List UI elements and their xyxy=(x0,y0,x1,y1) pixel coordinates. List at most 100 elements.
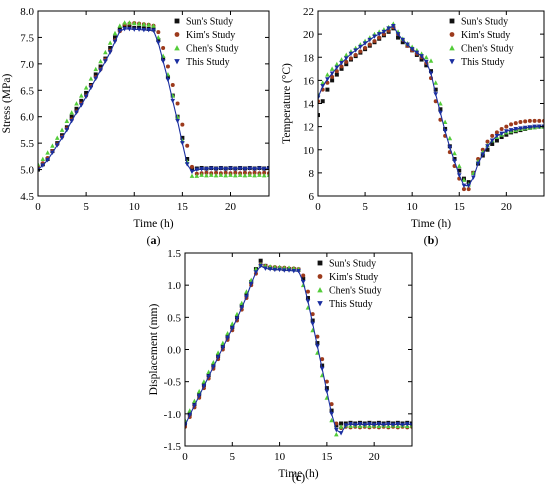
data-point xyxy=(404,422,410,427)
data-point xyxy=(229,321,235,326)
data-point xyxy=(480,152,486,157)
data-point xyxy=(438,107,443,112)
legend-marker xyxy=(317,287,323,293)
data-point xyxy=(504,124,509,129)
data-point xyxy=(319,366,325,372)
data-point xyxy=(192,403,197,408)
data-point xyxy=(213,172,219,178)
data-point xyxy=(220,340,226,346)
data-point xyxy=(59,135,65,141)
data-point xyxy=(428,58,434,63)
y-tick-label: 5.5 xyxy=(20,138,34,150)
data-point xyxy=(423,59,429,65)
data-point xyxy=(527,125,533,130)
data-point xyxy=(339,61,344,66)
data-point xyxy=(204,170,209,175)
data-point xyxy=(266,172,269,177)
data-point xyxy=(334,421,339,426)
data-point xyxy=(324,386,329,391)
data-point xyxy=(117,29,123,34)
data-point xyxy=(220,345,226,350)
legend-marker xyxy=(449,32,455,37)
data-point xyxy=(343,423,349,428)
data-point xyxy=(252,167,257,172)
data-point xyxy=(248,281,254,287)
data-point xyxy=(185,417,188,423)
data-point xyxy=(189,169,195,175)
data-point xyxy=(215,350,221,355)
data-point xyxy=(272,267,278,273)
legend-label: Chen's Study xyxy=(329,286,382,297)
data-point xyxy=(310,312,315,317)
legend-item: Kim's Study xyxy=(174,30,235,41)
data-point xyxy=(242,170,247,175)
data-point xyxy=(79,103,84,108)
series-this-study xyxy=(38,26,269,175)
data-point xyxy=(381,422,386,428)
y-tick-label: -0.5 xyxy=(164,377,182,389)
y-tick-label: 5.0 xyxy=(20,165,34,177)
data-point xyxy=(536,124,542,130)
data-point xyxy=(325,72,330,77)
data-point xyxy=(334,72,339,77)
data-point xyxy=(428,71,434,76)
data-point xyxy=(286,268,292,273)
data-point xyxy=(258,258,263,263)
data-point xyxy=(372,39,377,44)
data-point xyxy=(74,110,79,115)
data-point xyxy=(83,85,89,90)
data-point xyxy=(358,49,363,54)
legend: Sun's Study Kim's Study Chen's Study This S… xyxy=(449,17,514,68)
x-tick-label: 15 xyxy=(177,201,189,213)
data-point xyxy=(112,39,118,45)
data-point xyxy=(443,126,448,131)
data-point xyxy=(146,22,151,27)
data-point xyxy=(38,161,41,167)
data-point xyxy=(438,101,443,106)
data-point xyxy=(184,162,190,167)
data-point xyxy=(414,50,420,56)
data-point xyxy=(442,129,448,134)
data-point xyxy=(242,167,248,172)
data-point xyxy=(296,269,301,274)
data-point xyxy=(199,172,204,177)
data-point xyxy=(185,157,190,161)
series-chen-s-study xyxy=(38,20,269,178)
data-point xyxy=(513,126,519,132)
data-point xyxy=(113,35,117,40)
data-point xyxy=(247,172,253,177)
data-point xyxy=(185,423,188,428)
data-point xyxy=(185,143,190,148)
data-point xyxy=(258,263,263,269)
data-point xyxy=(537,118,542,123)
data-point xyxy=(242,172,248,178)
legend-item: Sun's Study xyxy=(317,259,376,270)
data-point xyxy=(107,50,113,55)
panel-caption: (c) xyxy=(292,470,305,484)
y-tick-label: 1.0 xyxy=(167,280,181,292)
data-point xyxy=(98,58,103,64)
data-point xyxy=(466,183,471,188)
data-point xyxy=(429,69,433,74)
data-point xyxy=(358,44,363,50)
data-point xyxy=(252,170,257,175)
data-point xyxy=(343,56,349,61)
data-point xyxy=(263,266,268,271)
data-point xyxy=(127,24,132,29)
data-point xyxy=(499,131,504,136)
legend-label: Sun's Study xyxy=(329,259,376,270)
data-point xyxy=(490,141,495,146)
data-point xyxy=(201,384,207,389)
data-point xyxy=(325,77,330,82)
legend-label: This Study xyxy=(329,299,373,310)
data-point xyxy=(325,87,330,92)
data-point xyxy=(156,30,161,35)
data-point xyxy=(377,35,382,40)
y-tick-label: -1.0 xyxy=(164,409,182,421)
data-point xyxy=(247,166,253,171)
data-point xyxy=(452,159,457,164)
data-point xyxy=(386,26,391,31)
data-point xyxy=(400,37,406,43)
data-point xyxy=(180,122,185,127)
y-axis-title: Displacement (mm) xyxy=(148,304,160,396)
